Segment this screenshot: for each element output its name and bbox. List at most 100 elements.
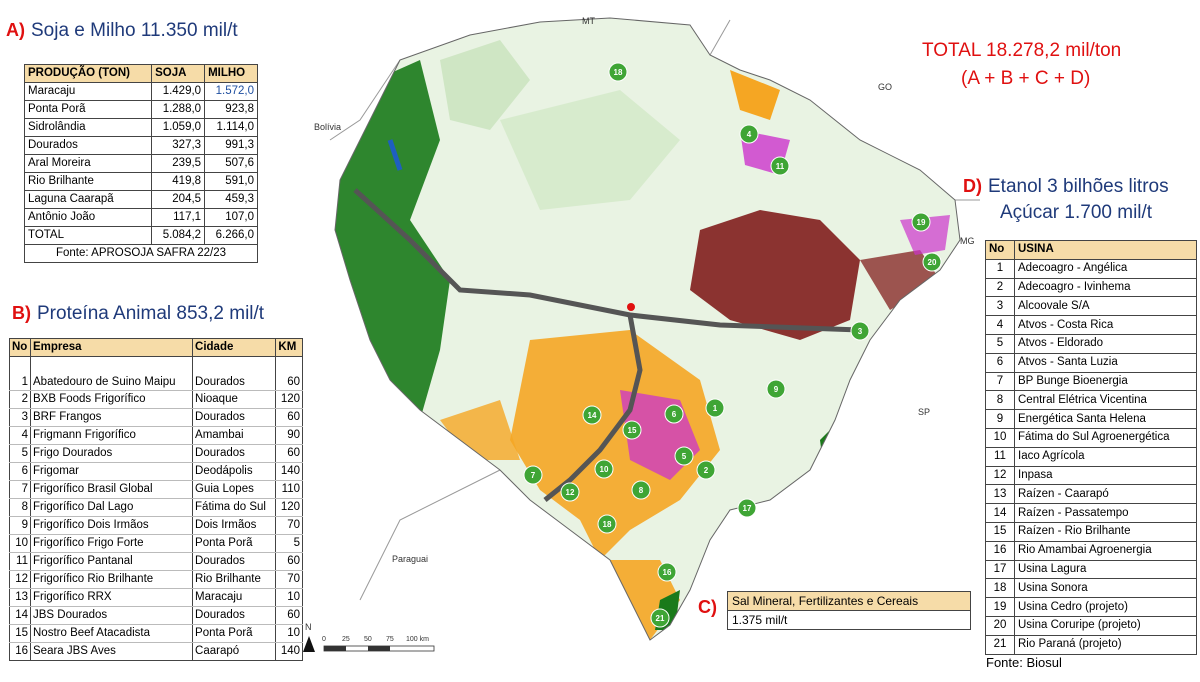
soy-cell: 204,5: [151, 190, 206, 209]
table-row: 2 Adecoagro - Ivinhema: [985, 277, 1197, 298]
scale-bar: N 0 25 50 75 100 km: [303, 622, 435, 652]
table-row: 20 Usina Coruripe (projeto): [985, 615, 1197, 636]
city-cell: Dourados: [192, 606, 277, 625]
usina-cell: Iaco Agrícola: [1014, 446, 1197, 467]
company-cell: Frigorífico Brasil Global: [29, 480, 194, 499]
city-cell: Dois Irmãos: [192, 516, 277, 535]
map-pin: 20: [922, 252, 942, 272]
city-cell: Dourados: [192, 356, 277, 391]
table-row: 5 Frigo Dourados Dourados 60: [9, 444, 303, 463]
svg-text:100 km: 100 km: [406, 636, 429, 643]
biosul-source: Fonte: Biosul: [986, 655, 1062, 670]
city-cell: Rio Brilhante: [192, 570, 277, 589]
corn-cell: 6.266,0: [204, 226, 258, 245]
usina-cell: Raízen - Caarapó: [1014, 484, 1197, 505]
row-number: 10: [9, 534, 31, 553]
table-row: Ponta Porã 1.288,0 923,8: [23, 100, 258, 119]
city-cell: Dourados: [192, 408, 277, 427]
map-pin: 21: [650, 608, 670, 628]
row-number: 2: [9, 390, 31, 409]
soy-cell: 117,1: [151, 208, 206, 227]
col-header-production: PRODUÇÃO (TON): [23, 64, 153, 83]
row-number: 12: [985, 465, 1015, 486]
row-number: 21: [985, 634, 1015, 655]
usina-cell: Central Elétrica Vicentina: [1014, 390, 1197, 411]
row-number: 8: [9, 498, 31, 517]
row-number: 12: [9, 570, 31, 589]
map-pin-label: 9: [774, 385, 779, 394]
col-header-no: No: [9, 338, 31, 357]
city-cell: Ponta Porã: [192, 624, 277, 643]
table-row: 1 Adecoagro - Angélica: [985, 258, 1197, 279]
city-cell: Deodápolis: [192, 462, 277, 481]
map-pin-label: 1: [713, 404, 718, 413]
section-b-title: B) Proteína Animal 853,2 mil/t: [12, 303, 265, 324]
table-row: 21 Rio Paraná (projeto): [985, 634, 1197, 655]
svg-text:50: 50: [364, 636, 372, 643]
row-number: 14: [9, 606, 31, 625]
map-pin-label: 6: [672, 410, 677, 419]
row-number: 1: [985, 258, 1015, 279]
table-row: 11 Iaco Agrícola: [985, 446, 1197, 467]
map-pin: 10: [594, 459, 614, 479]
col-header-city: Cidade: [192, 338, 277, 357]
map-pin: 17: [737, 498, 757, 518]
km-cell: 10: [275, 588, 303, 607]
map-pin-label: 3: [858, 327, 863, 336]
table-row: 15 Nostro Beef Atacadista Ponta Porã 10: [9, 624, 303, 643]
table-row: Dourados 327,3 991,3: [23, 136, 258, 155]
map-pin-label: 19: [917, 218, 926, 227]
row-number: 11: [9, 552, 31, 571]
row-number: 4: [985, 315, 1015, 335]
usina-cell: Adecoagro - Angélica: [1014, 258, 1197, 279]
section-c-letter: C): [698, 597, 717, 617]
map-pin: 4: [739, 124, 759, 144]
usina-cell: Usina Sonora: [1014, 578, 1197, 599]
map-pin: 7: [523, 465, 543, 485]
company-cell: JBS Dourados: [29, 606, 194, 625]
corn-cell: 107,0: [204, 208, 258, 227]
map-pin-label: 17: [743, 504, 752, 513]
section-c-box: Sal Mineral, Fertilizantes e Cereais 1.3…: [727, 591, 971, 630]
row-number: 3: [985, 296, 1015, 317]
map-pin: 18: [597, 514, 617, 534]
soy-cell: 1.288,0: [151, 100, 206, 119]
map-pin: 8: [631, 480, 651, 500]
col-header-corn: MILHO: [204, 64, 258, 83]
km-cell: 120: [275, 498, 303, 517]
total-line1: TOTAL 18.278,2 mil/ton: [922, 40, 1122, 61]
table-row: Aral Moreira 239,5 507,6: [23, 154, 258, 173]
soy-cell: 239,5: [151, 154, 206, 173]
col-header-company: Empresa: [29, 338, 194, 357]
row-number: 15: [985, 521, 1015, 542]
table-row: 10 Frigorífico Frigo Forte Ponta Porã 5: [9, 534, 303, 553]
section-c-value: 1.375 mil/t: [732, 613, 788, 627]
soy-cell: 327,3: [151, 136, 206, 155]
company-cell: Frigorífico Pantanal: [29, 552, 194, 571]
label-go: GO: [878, 82, 892, 92]
company-cell: Frigorífico Frigo Forte: [29, 534, 194, 553]
map-pin: 2: [696, 460, 716, 480]
table-row: 1 Abatedouro de Suino Maipu Dourados 60: [9, 356, 303, 391]
table-row: 6 Atvos - Santa Luzia: [985, 352, 1197, 373]
map-pin: 6: [664, 404, 684, 424]
table-row: 16 Rio Amambai Agroenergia: [985, 540, 1197, 561]
city-cell: Laguna Caarapã: [23, 190, 153, 209]
svg-text:0: 0: [322, 636, 326, 643]
usina-cell: Rio Paraná (projeto): [1014, 634, 1197, 655]
map-pin-label: 8: [639, 486, 644, 495]
usina-cell: Energética Santa Helena: [1014, 409, 1197, 429]
corn-cell: 459,3: [204, 190, 258, 209]
label-bolivia: Bolívia: [314, 122, 341, 132]
soy-cell: 5.084,2: [151, 226, 206, 245]
table-row: 5 Atvos - Eldorado: [985, 333, 1197, 354]
table-row: 9 Energética Santa Helena: [985, 409, 1197, 429]
company-cell: Abatedouro de Suino Maipu: [29, 356, 194, 391]
table-row: 17 Usina Lagura: [985, 559, 1197, 580]
table-row: 14 Raízen - Passatempo: [985, 503, 1197, 523]
table-row: 18 Usina Sonora: [985, 578, 1197, 599]
city-cell: Dourados: [23, 136, 153, 155]
usina-cell: Inpasa: [1014, 465, 1197, 486]
map-pin-label: 14: [588, 411, 597, 420]
row-number: 14: [985, 503, 1015, 523]
